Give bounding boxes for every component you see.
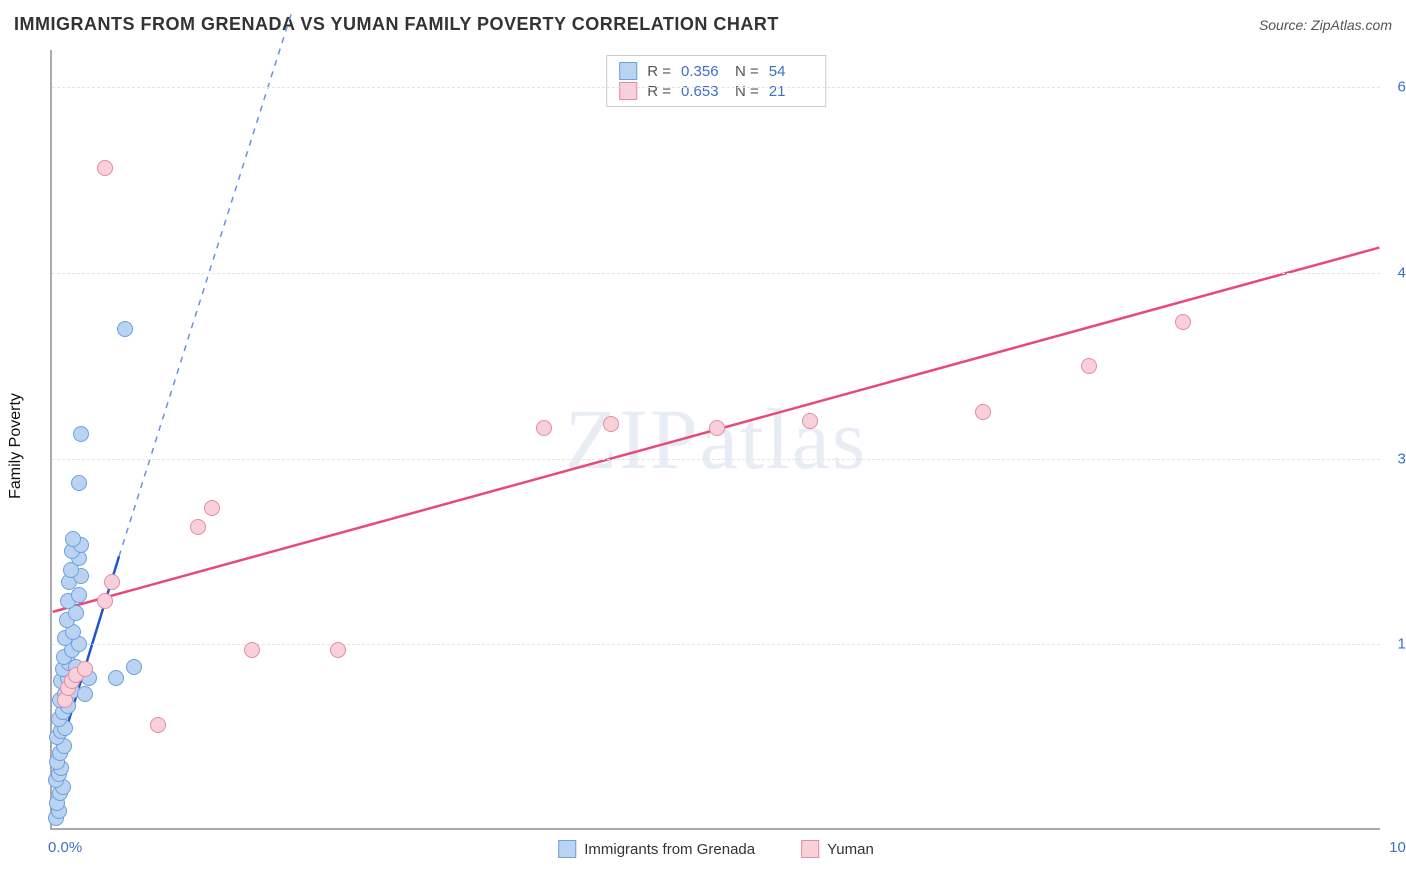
data-point-yuman: [77, 661, 93, 677]
x-tick-label: 100.0%: [1389, 839, 1406, 856]
data-point-grenada: [65, 531, 81, 547]
r-value-yuman: 0.653: [681, 83, 725, 100]
swatch-yuman: [801, 840, 819, 858]
r-label: R =: [647, 63, 671, 80]
n-label: N =: [735, 63, 759, 80]
data-point-yuman: [603, 416, 619, 432]
watermark-text: ZIPatlas: [565, 389, 868, 489]
gridline-h: [52, 459, 1380, 460]
swatch-grenada: [558, 840, 576, 858]
source-label: Source:: [1259, 17, 1311, 33]
legend-row-grenada: R = 0.356 N = 54: [619, 62, 813, 80]
data-point-grenada: [71, 475, 87, 491]
y-tick-label: 45.0%: [1397, 264, 1406, 281]
data-point-yuman: [330, 642, 346, 658]
data-point-grenada: [117, 321, 133, 337]
r-value-grenada: 0.356: [681, 63, 725, 80]
legend-label-yuman: Yuman: [827, 841, 874, 858]
source-citation: Source: ZipAtlas.com: [1259, 17, 1392, 33]
y-tick-label: 15.0%: [1397, 636, 1406, 653]
data-point-yuman: [97, 160, 113, 176]
data-point-yuman: [1081, 358, 1097, 374]
series-legend: Immigrants from Grenada Yuman: [558, 840, 874, 858]
legend-row-yuman: R = 0.653 N = 21: [619, 82, 813, 100]
data-point-grenada: [126, 659, 142, 675]
chart-container: IMMIGRANTS FROM GRENADA VS YUMAN FAMILY …: [0, 0, 1406, 892]
gridline-h: [52, 87, 1380, 88]
data-point-yuman: [97, 593, 113, 609]
data-point-yuman: [104, 574, 120, 590]
source-value: ZipAtlas.com: [1311, 17, 1392, 33]
chart-title: IMMIGRANTS FROM GRENADA VS YUMAN FAMILY …: [14, 14, 779, 35]
trend-lines-layer: [52, 50, 1380, 828]
data-point-grenada: [73, 426, 89, 442]
data-point-grenada: [108, 670, 124, 686]
r-label: R =: [647, 83, 671, 100]
data-point-yuman: [536, 420, 552, 436]
gridline-h: [52, 273, 1380, 274]
legend-item-yuman: Yuman: [801, 840, 874, 858]
n-value-grenada: 54: [769, 63, 813, 80]
legend-item-grenada: Immigrants from Grenada: [558, 840, 755, 858]
correlation-legend: R = 0.356 N = 54 R = 0.653 N = 21: [606, 55, 826, 107]
swatch-grenada: [619, 62, 637, 80]
y-axis-label: Family Poverty: [7, 393, 25, 499]
data-point-yuman: [244, 642, 260, 658]
data-point-yuman: [709, 420, 725, 436]
y-tick-label: 30.0%: [1397, 450, 1406, 467]
x-tick-label: 0.0%: [48, 839, 82, 856]
plot-area: ZIPatlas R = 0.356 N = 54 R = 0.653 N = …: [50, 50, 1380, 830]
data-point-yuman: [190, 519, 206, 535]
legend-label-grenada: Immigrants from Grenada: [584, 841, 755, 858]
title-bar: IMMIGRANTS FROM GRENADA VS YUMAN FAMILY …: [14, 14, 1392, 35]
data-point-yuman: [802, 413, 818, 429]
data-point-yuman: [1175, 314, 1191, 330]
data-point-yuman: [150, 717, 166, 733]
data-point-yuman: [204, 500, 220, 516]
y-tick-label: 60.0%: [1397, 79, 1406, 96]
data-point-grenada: [77, 686, 93, 702]
swatch-yuman: [619, 82, 637, 100]
data-point-yuman: [975, 404, 991, 420]
n-label: N =: [735, 83, 759, 100]
n-value-yuman: 21: [769, 83, 813, 100]
